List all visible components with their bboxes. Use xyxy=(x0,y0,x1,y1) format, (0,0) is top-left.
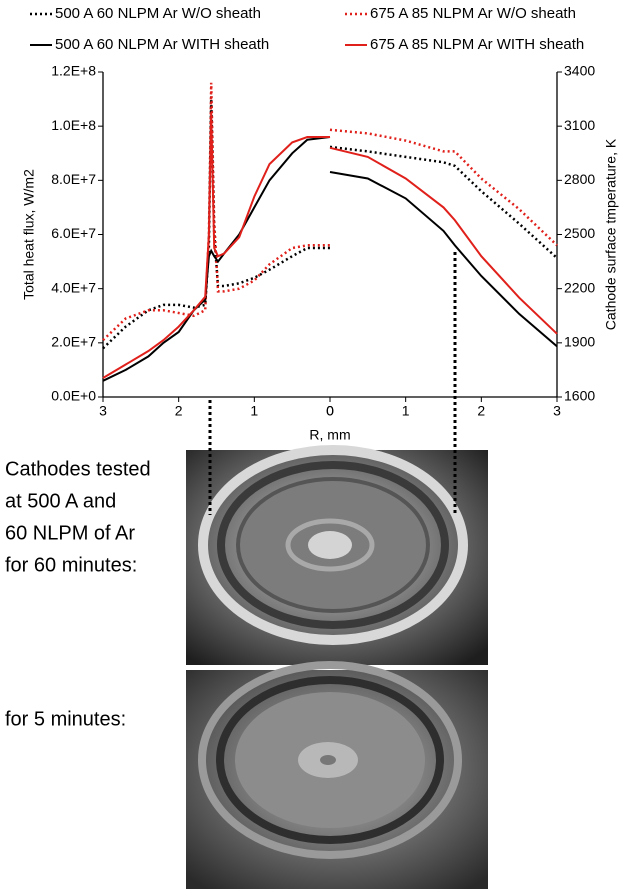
legend-label: 675 A 85 NLPM Ar WITH sheath xyxy=(370,36,584,53)
y-axis-title: Cathode surface tmperature, K xyxy=(603,138,619,330)
caption-line: for 60 minutes: xyxy=(5,554,137,576)
series-line xyxy=(329,146,558,335)
caption-line: for 5 minutes: xyxy=(5,708,126,730)
y-tick-label: 2500 xyxy=(564,225,595,241)
y-tick-label: 1900 xyxy=(564,334,595,350)
x-tick-label: 2 xyxy=(175,403,183,419)
plot: 0.0E+0 2.0E+7 4.0E+7 6.0E+7 8.0E+7 1.0E+8 1.2E… xyxy=(21,5,619,443)
series-line xyxy=(329,171,558,348)
y-tick-label: 2200 xyxy=(564,279,595,295)
photo-60min xyxy=(186,445,488,665)
y-axis-title: Total heat flux, W/m2 xyxy=(21,169,37,300)
x-tick-label: 1 xyxy=(250,403,258,419)
x-axis-title: R, mm xyxy=(309,427,350,443)
photo-5min xyxy=(186,661,488,889)
series-line xyxy=(102,136,331,382)
y-tick-label: 1600 xyxy=(564,388,595,404)
caption-line: at 500 A and xyxy=(5,490,116,512)
legend-label: 675 A 85 NLPM Ar W/O sheath xyxy=(370,5,576,22)
series-line xyxy=(329,145,558,259)
y-tick-label: 4.0E+7 xyxy=(51,279,96,295)
y-tick-label: 2800 xyxy=(564,171,595,187)
x-tick-label: 3 xyxy=(99,403,107,419)
y-tick-label: 0.0E+0 xyxy=(51,388,96,404)
legend-label: 500 A 60 NLPM Ar W/O sheath xyxy=(55,5,261,22)
y-tick-label: 6.0E+7 xyxy=(51,225,96,241)
x-tick-label: 2 xyxy=(477,403,485,419)
x-tick-label: 3 xyxy=(553,403,561,419)
y-tick-label: 2.0E+7 xyxy=(51,334,96,350)
x-tick-label: 0 xyxy=(326,403,334,419)
legend-label: 500 A 60 NLPM Ar WITH sheath xyxy=(55,36,269,53)
y-tick-label: 1.0E+8 xyxy=(51,117,96,133)
series-line xyxy=(102,82,330,342)
series-line xyxy=(329,128,558,247)
y-tick-label: 1.2E+8 xyxy=(51,63,96,79)
caption-line: 60 NLPM of Ar xyxy=(5,522,135,544)
series-line xyxy=(102,96,330,350)
x-tick-label: 0 xyxy=(326,403,334,419)
series-line xyxy=(102,112,330,379)
x-tick-label: 1 xyxy=(402,403,410,419)
y-tick-label: 3100 xyxy=(564,117,595,133)
caption-line: Cathodes tested xyxy=(5,458,151,480)
captions: Cathodes tested at 500 A and 60 NLPM of Ar… xyxy=(5,458,151,730)
y-tick-label: 8.0E+7 xyxy=(51,171,96,187)
y-tick-label: 3400 xyxy=(564,63,595,79)
